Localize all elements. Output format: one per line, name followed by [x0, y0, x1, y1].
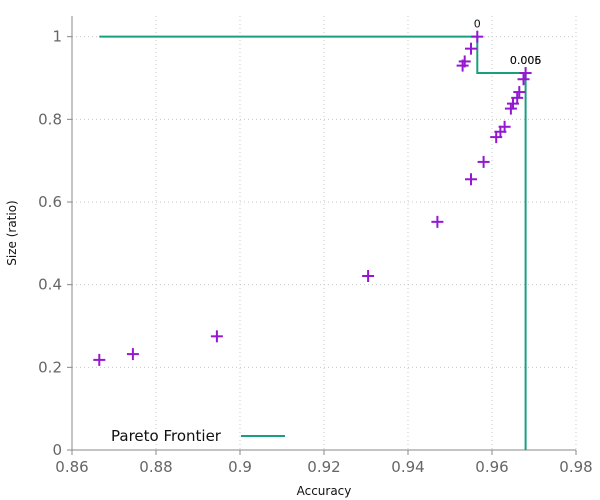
scatter-point: [498, 120, 511, 133]
scatter-points-series: [93, 30, 532, 366]
x-tick-label: 0.92: [307, 458, 340, 476]
tick-labels: 0.86 0.88 0.9 0.92 0.94 0.96 0.98 0 0.2 0.4 0.6 0.8…: [38, 28, 593, 476]
x-tick-label: 0.98: [559, 458, 592, 476]
y-tick-label: 0.4: [38, 276, 62, 294]
point-annotation: 0: [474, 18, 481, 31]
scatter-point: [465, 173, 477, 186]
x-tick-label: 0.94: [391, 458, 424, 476]
point-annotation: 0.006: [510, 54, 542, 67]
scatter-point: [477, 155, 490, 168]
scatter-point: [465, 42, 477, 55]
y-tick-label: 0.8: [38, 110, 62, 128]
y-axis-title: Size (ratio): [5, 200, 19, 265]
x-axis-title: Accuracy: [297, 484, 352, 498]
x-tick-label: 0.88: [139, 458, 172, 476]
y-tick-label: 1: [52, 28, 62, 46]
scatter-point: [458, 55, 471, 68]
scatter-point: [362, 269, 375, 282]
scatter-point: [210, 330, 223, 343]
pareto-frontier-series: [99, 35, 527, 450]
scatter-point: [93, 353, 106, 366]
y-tick-label: 0.6: [38, 193, 62, 211]
grid: [71, 16, 577, 451]
x-tick-label: 0.96: [475, 458, 508, 476]
point-annotation: 0.005: [510, 54, 542, 67]
scatter-point: [431, 215, 444, 228]
y-tick-label: 0: [52, 441, 62, 459]
scatter-point: [513, 86, 526, 99]
x-tick-label: 0.9: [228, 458, 252, 476]
x-tick-label: 0.86: [55, 458, 88, 476]
scatter-point: [126, 348, 139, 361]
scatter-point: [519, 67, 532, 80]
scatter-point: [511, 91, 524, 104]
scatter-point: [471, 30, 484, 43]
y-tick-label: 0.2: [38, 358, 62, 376]
legend-label-pareto-frontier: Pareto Frontier: [111, 427, 222, 445]
legend: Pareto Frontier: [111, 427, 285, 445]
pareto-frontier-line: [99, 35, 527, 450]
scatter-point: [517, 73, 530, 86]
